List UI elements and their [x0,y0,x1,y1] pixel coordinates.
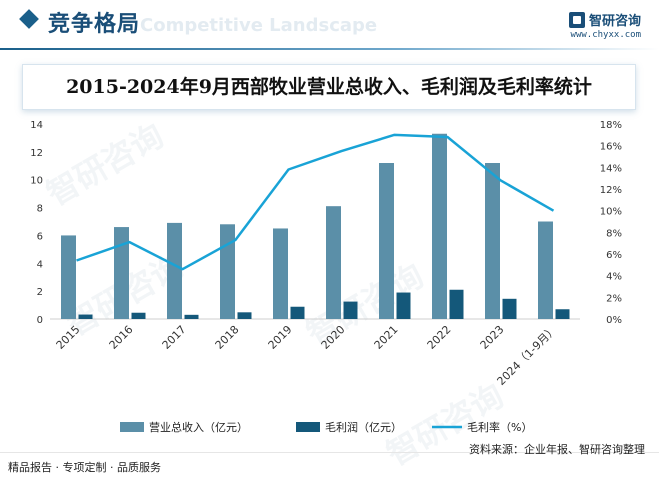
y-right-tick-label: 18% [600,120,622,131]
section-title: 竞争格局 [48,12,141,37]
brand-block: 智研咨询 www.chyxx.com [568,10,641,40]
y-right-tick-label: 10% [600,207,622,218]
legend-label-gross-margin: 毛利率（%） [467,420,532,434]
y-left-tick-label: 14 [30,120,43,131]
legend-label-revenue: 营业总收入（亿元） [149,420,248,434]
y-left-tick-label: 10 [30,176,43,187]
footer: 精品报告 · 专项定制 · 品质服务 资料来源：企业年报、智研咨询整理 [0,443,659,478]
data-source: 资料来源：企业年报、智研咨询整理 [469,443,645,456]
legend-swatch-gross-profit [296,422,320,432]
y-right-tick-label: 14% [600,163,622,174]
legend-swatch-revenue [120,422,144,432]
bar-gross-profit [290,306,305,319]
bar-gross-profit [449,289,464,319]
y-right-tick-label: 6% [606,250,622,261]
x-tick-label: 2020 [319,323,348,352]
x-tick-label: 2019 [266,323,295,352]
y-left-tick-label: 8 [37,204,43,215]
bar-revenue [538,221,553,319]
bar-revenue [326,206,341,319]
bar-gross-profit [555,309,570,319]
bar-gross-profit [131,312,146,319]
bar-revenue [379,163,394,319]
bar-gross-profit [396,292,411,319]
line-gross-margin [76,133,555,271]
bar-gross-profit [237,312,252,319]
bar-revenue [167,222,182,319]
y-right-tick-label: 16% [600,142,622,153]
chart-title: 2015-2024年9月西部牧业营业总收入、毛利润及毛利率统计 [22,64,636,110]
brand-url: www.chyxx.com [570,30,641,40]
section-subtitle-ghost: Competitive Landscape [140,15,378,36]
y-right-tick-label: 2% [606,293,622,304]
legend-label-gross-profit: 毛利润（亿元） [325,420,402,434]
bar-revenue [220,224,235,319]
bar-revenue [114,227,129,319]
x-tick-label: 2022 [425,323,454,352]
y-left-tick-label: 4 [37,259,43,270]
bar-revenue [61,235,76,319]
x-tick-label: 2021 [372,323,401,352]
section-header: 竞争格局 Competitive Landscape 智研咨询 www.chyx… [0,0,659,52]
x-tick-label: 2023 [478,323,507,352]
bar-gross-profit [184,314,199,319]
y-right-tick-label: 12% [600,185,622,196]
y-right-tick-label: 0% [606,315,622,326]
footer-tagline: 精品报告 · 专项定制 · 品质服务 [8,461,161,474]
x-tick-label: 2017 [160,323,189,352]
bar-gross-profit [78,314,93,319]
y-left-tick-label: 12 [30,148,43,159]
x-tick-label: 2018 [213,323,242,352]
brand-name: 智研咨询 [588,14,641,29]
x-tick-label: 2015 [54,323,83,352]
bar-revenue [485,163,500,319]
bar-revenue [432,133,447,319]
brand-logo-icon [568,11,585,28]
y-left-tick-label: 6 [37,231,43,242]
bar-gross-profit [502,298,517,319]
y-right-tick-label: 4% [606,272,622,283]
x-tick-label: 2016 [107,323,136,352]
y-left-tick-label: 2 [37,287,43,298]
bar-revenue [273,228,288,319]
bar-gross-profit [343,301,358,319]
header-divider [0,48,659,50]
y-right-tick-label: 8% [606,228,622,239]
y-left-tick-label: 0 [37,315,43,326]
